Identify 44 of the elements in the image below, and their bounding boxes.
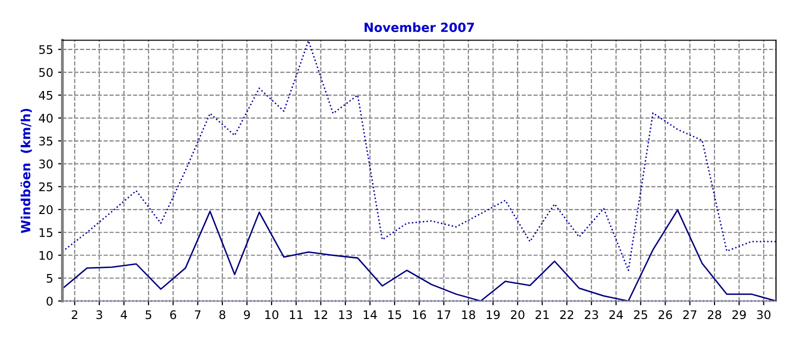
x-tick-label: 16 [412, 310, 426, 320]
x-tick-label: 7 [194, 310, 200, 319]
y-tick-label: 50 [39, 68, 53, 77]
x-tick-label: 13 [339, 310, 352, 320]
x-tick-label: 20 [510, 310, 524, 320]
y-tick-label: 25 [39, 182, 52, 192]
y-tick-label: 40 [38, 114, 53, 123]
x-tick-label: 21 [536, 310, 549, 319]
x-tick-label: 9 [244, 310, 250, 320]
x-tick-label: 29 [732, 310, 746, 320]
x-tick-label: 18 [462, 310, 476, 320]
x-tick-label: 19 [486, 310, 500, 320]
x-tick-label: 23 [584, 310, 598, 320]
x-tick-label: 8 [219, 310, 226, 320]
y-tick-label: 0 [46, 296, 53, 306]
x-tick-label: 5 [146, 310, 152, 320]
x-tick-label: 28 [708, 310, 722, 320]
y-tick-label: 10 [40, 250, 53, 260]
y-tick-label: 20 [39, 205, 53, 214]
y-axis-title: Windböen (km/h) [20, 108, 32, 234]
x-tick-label: 6 [170, 310, 176, 320]
y-tick-label: 35 [39, 136, 52, 146]
y-tick-label: 15 [40, 228, 52, 238]
x-tick-label: 30 [757, 310, 770, 320]
y-tick-label: 55 [39, 45, 52, 54]
x-tick-label: 14 [364, 310, 377, 319]
x-tick-label: 12 [314, 310, 328, 319]
x-tick-label: 2 [72, 310, 78, 319]
x-tick-label: 24 [609, 310, 623, 319]
x-tick-label: 15 [388, 310, 402, 320]
x-tick-label: 26 [658, 310, 672, 320]
x-tick-label: 25 [634, 310, 648, 320]
y-tick-label: 5 [46, 274, 52, 283]
y-tick-label: 30 [39, 159, 53, 168]
x-tick-label: 17 [438, 310, 450, 319]
x-tick-label: 22 [560, 310, 574, 319]
x-tick-label: 4 [120, 310, 128, 319]
y-tick-label: 45 [38, 91, 52, 100]
x-tick-label: 11 [290, 310, 303, 319]
line-series [62, 209, 777, 302]
x-tick-label: 27 [683, 310, 696, 319]
x-tick-label: 10 [265, 310, 278, 320]
chart-title: November 2007 [364, 22, 474, 32]
x-tick-label: 3 [96, 310, 102, 320]
